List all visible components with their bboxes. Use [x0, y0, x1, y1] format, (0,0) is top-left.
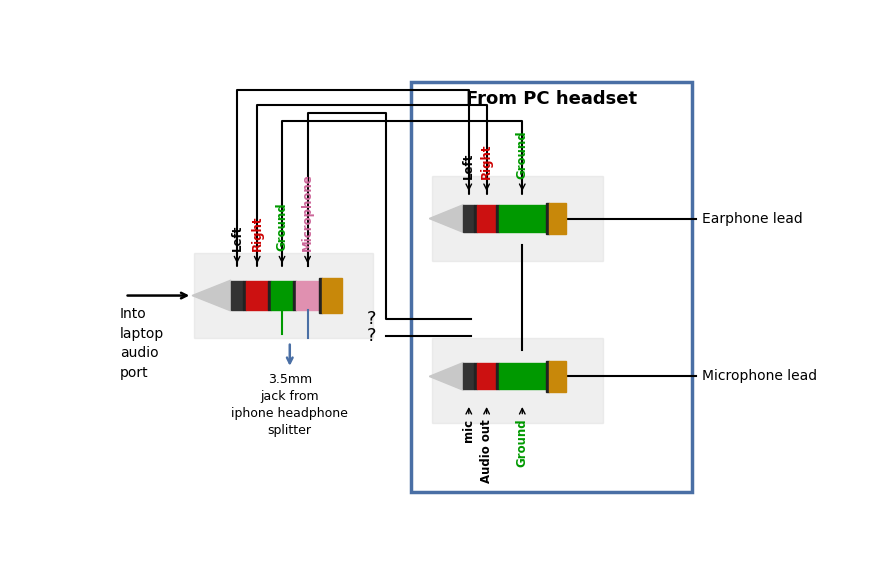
Bar [478, 363, 496, 389]
Bar [244, 281, 246, 310]
Text: mic: mic [462, 419, 475, 442]
Bar [293, 281, 296, 310]
Bar [496, 205, 499, 231]
Bar [296, 281, 319, 310]
Polygon shape [192, 280, 231, 311]
Text: Ground: Ground [516, 131, 529, 180]
Text: Audio out: Audio out [480, 419, 494, 482]
Text: Microphone lead: Microphone lead [702, 369, 817, 384]
Text: Ground: Ground [276, 202, 289, 251]
Text: Right: Right [480, 144, 494, 180]
Text: splitter: splitter [268, 424, 312, 437]
Text: Earphone lead: Earphone lead [702, 211, 803, 226]
Bar [323, 278, 343, 314]
Text: 3.5mm: 3.5mm [268, 373, 312, 385]
Text: Microphone: Microphone [301, 173, 315, 251]
Text: jack from: jack from [260, 390, 319, 403]
Bar [231, 281, 244, 310]
Bar [474, 205, 478, 231]
Bar [432, 176, 602, 261]
Bar [478, 205, 496, 231]
Bar [246, 281, 268, 310]
Bar [271, 281, 293, 310]
Text: Left: Left [230, 225, 244, 251]
Bar [463, 363, 474, 389]
Text: Left: Left [462, 153, 475, 180]
Bar [548, 361, 565, 392]
Bar [319, 278, 323, 314]
Bar [548, 203, 565, 234]
Text: iphone headphone: iphone headphone [231, 407, 348, 420]
Text: ?: ? [366, 327, 376, 345]
Text: Into
laptop
audio
port: Into laptop audio port [120, 307, 164, 380]
Bar [496, 363, 499, 389]
Bar [499, 205, 546, 231]
Bar [268, 281, 271, 310]
Bar [499, 363, 546, 389]
Bar [463, 205, 474, 231]
Text: ?: ? [366, 310, 376, 328]
Text: Ground: Ground [516, 419, 529, 467]
Bar [432, 338, 602, 422]
Polygon shape [430, 363, 463, 390]
Bar [411, 82, 692, 492]
Polygon shape [430, 205, 463, 233]
Text: From PC headset: From PC headset [466, 90, 637, 108]
Bar [546, 203, 548, 234]
Bar [194, 253, 373, 338]
Text: Right: Right [251, 215, 264, 251]
Bar [474, 363, 478, 389]
Bar [546, 361, 548, 392]
